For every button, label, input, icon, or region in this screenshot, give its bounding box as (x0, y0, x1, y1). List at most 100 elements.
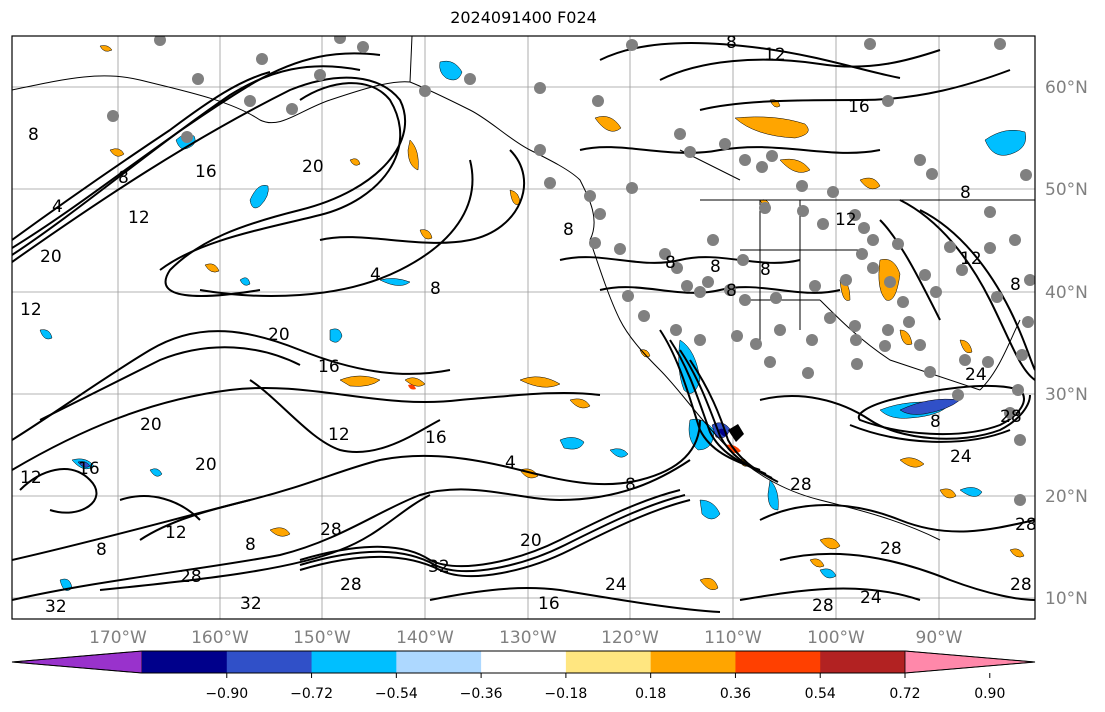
colorbar-segment (735, 651, 821, 673)
svg-text:12: 12 (128, 208, 150, 228)
latitude-labels: 60°N 50°N 40°N 30°N 20°N 10°N (1045, 78, 1088, 609)
colorbar-tick-label: −0.36 (460, 686, 503, 702)
longitude-label: 170°W (89, 628, 147, 648)
svg-text:16: 16 (425, 428, 447, 448)
colorbar-segment (820, 651, 906, 673)
svg-text:24: 24 (950, 447, 972, 467)
svg-text:20: 20 (140, 415, 162, 435)
longitude-label: 140°W (396, 628, 454, 648)
longitude-label: 130°W (499, 628, 557, 648)
svg-text:12: 12 (764, 45, 786, 65)
colorbar-tick-label: −0.90 (205, 686, 248, 702)
svg-text:24: 24 (965, 365, 987, 385)
svg-text:28: 28 (1010, 575, 1032, 595)
colorbar-segment (226, 651, 313, 673)
svg-text:28: 28 (1015, 515, 1037, 535)
longitude-label: 90°W (916, 628, 963, 648)
svg-text:20: 20 (268, 325, 290, 345)
colorbar-tick-label: −0.18 (544, 686, 587, 702)
colorbar-tick-label: 0.72 (889, 686, 920, 702)
longitude-label: 150°W (293, 628, 351, 648)
colorbar-segment (481, 651, 567, 673)
latitude-label: 50°N (1045, 180, 1088, 200)
svg-text:4: 4 (505, 453, 516, 473)
longitude-label: 110°W (704, 628, 762, 648)
svg-text:8: 8 (665, 253, 676, 273)
shaded-areas (39, 45, 1026, 591)
colorbar-extend-high (904, 650, 1036, 674)
colorbar-outline (11, 650, 1036, 674)
svg-text:24: 24 (860, 588, 882, 608)
svg-text:16: 16 (195, 162, 217, 182)
svg-text:8: 8 (625, 475, 636, 495)
svg-text:8: 8 (960, 183, 971, 203)
svg-text:12: 12 (165, 523, 187, 543)
svg-text:8: 8 (245, 535, 256, 555)
colorbar-segment (565, 651, 652, 673)
svg-text:8: 8 (96, 540, 107, 560)
contour-value-labels: 8 8 4 12 16 20 20 12 4 8 20 16 20 16 12 … (20, 33, 1037, 617)
svg-text:28: 28 (340, 575, 362, 595)
latitude-label: 10°N (1045, 589, 1088, 609)
svg-text:12: 12 (20, 468, 42, 488)
svg-text:32: 32 (240, 594, 262, 614)
colorbar-tick-label: 0.90 (974, 686, 1005, 702)
svg-text:4: 4 (52, 197, 63, 217)
svg-text:28: 28 (812, 596, 834, 616)
svg-text:20: 20 (40, 247, 62, 267)
svg-text:8: 8 (118, 168, 129, 188)
colorbar-extend-low (11, 650, 143, 674)
colorbar-tick-label: 0.54 (805, 686, 836, 702)
svg-text:8: 8 (760, 260, 771, 280)
svg-text:28: 28 (180, 567, 202, 587)
svg-text:8: 8 (726, 33, 737, 53)
svg-text:32: 32 (45, 597, 67, 617)
colorbar-segment (396, 651, 482, 673)
colorbar-tick-label: −0.72 (290, 686, 333, 702)
longitude-label: 160°W (191, 628, 249, 648)
svg-text:20: 20 (302, 157, 324, 177)
colorbar-tick-label: 0.18 (635, 686, 666, 702)
colorbar-tick-label: −0.54 (375, 686, 418, 702)
map-frame (11, 35, 1036, 620)
svg-text:20: 20 (195, 455, 217, 475)
svg-text:8: 8 (930, 412, 941, 432)
colorbar-segment (142, 651, 228, 673)
colorbar-tick-label: 0.36 (720, 686, 751, 702)
svg-text:28: 28 (880, 539, 902, 559)
longitude-label: 100°W (807, 628, 865, 648)
svg-text:12: 12 (20, 300, 42, 320)
svg-text:28: 28 (790, 475, 812, 495)
svg-text:8: 8 (28, 125, 39, 145)
svg-text:8: 8 (563, 220, 574, 240)
svg-text:16: 16 (318, 357, 340, 377)
colorbar-segment (311, 651, 397, 673)
svg-text:32: 32 (428, 557, 450, 577)
latitude-label: 60°N (1045, 78, 1088, 98)
station-markers (107, 36, 1035, 506)
svg-text:16: 16 (538, 594, 560, 614)
longitude-labels: 170°W 160°W 150°W 140°W 130°W 120°W 110°W 100°W… (89, 628, 963, 648)
svg-text:24: 24 (605, 575, 627, 595)
svg-text:28: 28 (320, 520, 342, 540)
svg-text:4: 4 (370, 265, 381, 285)
latitude-label: 20°N (1045, 487, 1088, 507)
svg-text:8: 8 (710, 257, 721, 277)
latitude-label: 30°N (1045, 385, 1088, 405)
svg-text:8: 8 (726, 281, 737, 301)
colorbar-segment (650, 651, 736, 673)
svg-text:12: 12 (835, 210, 857, 230)
svg-text:8: 8 (430, 279, 441, 299)
contour-lines (12, 42, 1035, 613)
svg-text:8: 8 (1010, 275, 1021, 295)
svg-text:16: 16 (78, 459, 100, 479)
chart-title: 2024091400 F024 (450, 8, 597, 27)
svg-text:12: 12 (960, 249, 982, 269)
longitude-label: 120°W (601, 628, 659, 648)
colorbar: −0.90 −0.72 −0.54 −0.36 −0.18 0.18 0.36 0.54 0.7… (11, 650, 1036, 702)
latitude-label: 40°N (1045, 283, 1088, 303)
svg-text:12: 12 (328, 425, 350, 445)
svg-text:20: 20 (520, 531, 542, 551)
svg-text:28: 28 (1000, 407, 1022, 427)
